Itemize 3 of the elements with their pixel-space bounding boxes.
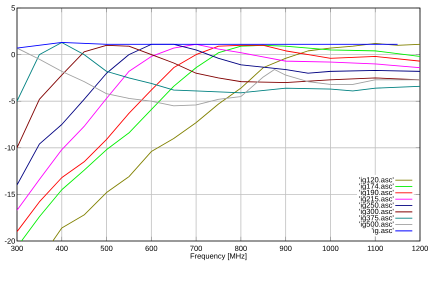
line-series bbox=[17, 44, 420, 148]
line-series bbox=[17, 42, 420, 102]
line-series bbox=[17, 48, 420, 106]
